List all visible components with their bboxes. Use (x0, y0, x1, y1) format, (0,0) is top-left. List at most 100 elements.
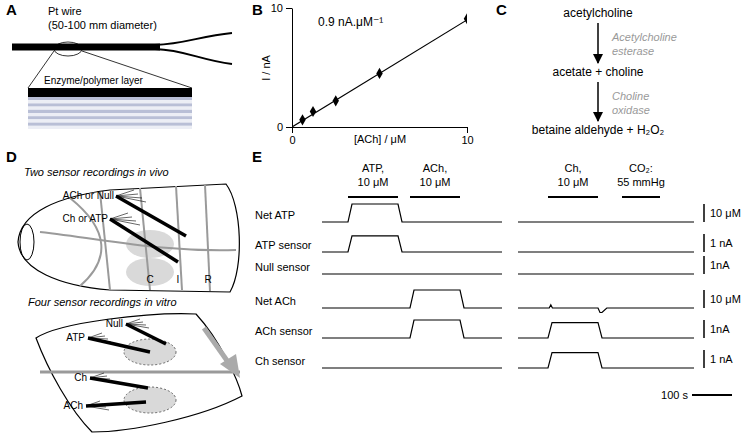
probe (90, 378, 148, 388)
trace-label: Null sensor (255, 261, 310, 273)
trace-label: Net ATP (255, 209, 295, 221)
stimulus-label: CO₂: (629, 162, 653, 174)
panel-label: C (496, 1, 507, 18)
stimulus-label: ATP, (362, 162, 384, 174)
probe-label: ACh (64, 400, 83, 411)
region-label: R (204, 274, 211, 285)
scale-label: 10 μM (710, 207, 741, 219)
scale-bar (703, 290, 705, 308)
enzyme: Acetylcholine (611, 31, 677, 43)
x-axis-title: [ACh] / μM (354, 133, 406, 145)
stimulus-label: 10 μM (420, 176, 451, 188)
plot-area (292, 13, 467, 127)
vessel (70, 198, 101, 286)
panel-label: B (252, 1, 263, 18)
tick-label: 10 (461, 134, 473, 146)
panel-c: Cacetylcholineacetate + cholinebetaine a… (496, 1, 677, 137)
probe-wire (90, 378, 113, 382)
wire-label: Pt wire (48, 5, 82, 17)
subpanel-title: Two sensor recordings in vivo (24, 166, 169, 178)
chemosensitive-area (126, 258, 174, 286)
wire-label: (50-100 mm diameter) (48, 19, 157, 31)
probe-wire (88, 338, 111, 342)
layer-stripe (28, 116, 192, 119)
plot-area (322, 204, 694, 368)
tick: 10 (461, 127, 473, 146)
y-axis-title: I / nA (260, 55, 272, 81)
arrow (597, 23, 599, 63)
stimulus-label: 10 μM (558, 176, 589, 188)
wire-section (28, 88, 192, 97)
panel-d: DTwo sensor recordings in vivoACh or Nul… (6, 148, 242, 432)
brainstem-section (20, 224, 34, 260)
flow-arrowhead (220, 354, 240, 378)
probe-label: Null (106, 318, 123, 329)
tick: 0 (289, 127, 295, 146)
scale-bar (703, 320, 705, 338)
stimulus-bar (410, 196, 460, 198)
trace-label: ACh sensor (255, 325, 313, 337)
tick-label: 0 (289, 134, 295, 146)
fit-line (292, 20, 467, 127)
annotation: 0.9 nA.μM⁻¹ (318, 15, 383, 29)
y-axis: 0 10 (271, 2, 293, 133)
compound: betaine aldehyde + H₂O₂ (532, 123, 665, 137)
wire-branch (155, 33, 232, 45)
trace (322, 204, 694, 222)
trace-label: Net ACh (255, 295, 296, 307)
scale-bar (703, 234, 705, 252)
vessel (176, 186, 182, 290)
slice-outline (36, 314, 242, 432)
probe (126, 324, 166, 344)
trace (322, 236, 694, 252)
probe-wire (110, 219, 140, 225)
stimulus-bar (348, 196, 398, 198)
scale-label: 10 μM (710, 293, 741, 305)
layer-stripe (28, 103, 192, 106)
trace-label: ATP sensor (255, 239, 312, 251)
probe-wire (90, 376, 107, 378)
probe-wire (126, 324, 149, 328)
arrow (597, 82, 599, 121)
layer-stripe (28, 126, 192, 129)
scale-bar (703, 256, 705, 274)
probe-label: Ch (74, 372, 87, 383)
panel-label: E (252, 148, 262, 165)
tick-mark (292, 127, 293, 133)
probe-wire (88, 336, 105, 338)
vessel (40, 371, 240, 374)
tick-label: 10 (271, 2, 283, 14)
trace (322, 273, 694, 274)
trace (322, 320, 694, 338)
probe-wire (116, 194, 138, 196)
probe-label: Ch or ATP (63, 213, 109, 224)
tick-mark (286, 127, 292, 128)
enzyme: oxidase (612, 104, 650, 116)
layer-stripe (28, 100, 192, 103)
probe-wire (86, 404, 103, 406)
scale-label: 1 nA (710, 237, 733, 249)
axis-line (292, 9, 293, 128)
compound: acetylcholine (563, 6, 633, 20)
scale-label: 1nA (710, 323, 730, 335)
region-label: I (177, 274, 180, 285)
tick: 0 (277, 121, 292, 133)
probe-label: ACh or Null (63, 190, 114, 201)
panel-b: B 0 10 0 10 [ACh] / μM I / nA 0.9 nA.μM⁻¹ (252, 1, 474, 146)
layer-stripe (28, 113, 192, 116)
wire-branch (155, 49, 232, 64)
tick-mark (467, 127, 468, 133)
probe-wire (116, 196, 146, 202)
stimulus-label: Ch, (564, 162, 581, 174)
time-scale-label: 100 s (661, 389, 688, 401)
stimulus-bar (548, 196, 598, 198)
tick-mark (286, 8, 292, 9)
panel-a: APt wire(50-100 mm diameter)Enzyme/polym… (6, 1, 232, 129)
chemosensitive-area (124, 387, 176, 413)
probe (88, 338, 150, 352)
trace (322, 353, 694, 368)
figure: APt wire(50-100 mm diameter)Enzyme/polym… (0, 0, 750, 438)
panel-e: EATP,10 μMACh,10 μMCh,10 μMCO₂:55 mmHgNe… (252, 148, 741, 401)
trace (322, 290, 694, 313)
enzyme: esterase (612, 45, 654, 57)
